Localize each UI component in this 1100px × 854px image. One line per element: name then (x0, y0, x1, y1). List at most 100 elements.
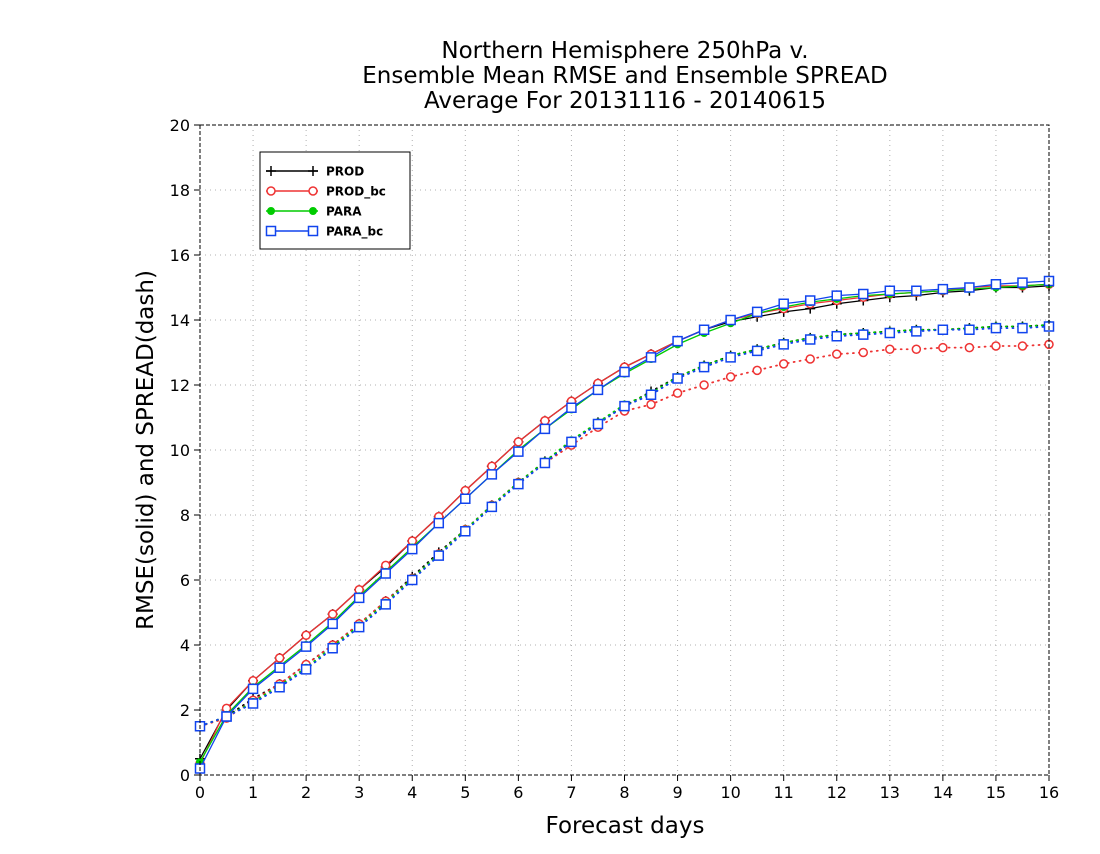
legend-label-prod: PROD (326, 165, 364, 179)
y-tick-label: 14 (170, 311, 190, 330)
para-bc-rmse-point (221, 711, 232, 722)
prod-bc-spread-point (858, 347, 869, 358)
y-tick-label: 20 (170, 116, 190, 135)
para-bc-spread-point (380, 599, 391, 610)
legend-item-prod-bc: PROD_bc (266, 185, 386, 200)
prod-bc-spread-point (646, 399, 656, 410)
prod-bc-spread-point (1017, 341, 1028, 351)
legend-swatch-marker (265, 225, 277, 237)
para-bc-spread-point (592, 418, 604, 430)
legend-item-para: PARA (266, 205, 362, 219)
para-bc-spread-point (884, 327, 896, 339)
x-tick-label: 5 (460, 783, 470, 802)
legend-swatch-marker (308, 166, 318, 176)
para-bc-rmse-point (380, 568, 391, 579)
prod-bc-spread-point (752, 365, 762, 376)
x-tick-label: 11 (774, 783, 794, 802)
para-bc-spread-point (911, 326, 922, 337)
para-bc-spread-point (566, 436, 577, 448)
chart-title-line-1: Northern Hemisphere 250hPa v. (441, 38, 808, 64)
para-bc-rmse-point (937, 283, 949, 295)
prod-bc-spread-point (964, 342, 975, 353)
para-bc-spread-point (698, 361, 710, 373)
para-bc-spread-point (247, 698, 259, 709)
y-tick-label: 8 (180, 506, 190, 525)
x-tick-label: 10 (720, 783, 740, 802)
prod-bc-rmse-point (274, 653, 285, 663)
y-tick-labels: 0 2 4 6 8 10 12 14 16 18 20 (170, 116, 190, 785)
prod-bc-rmse-point (460, 485, 471, 496)
x-tick-labels: 0 1 2 3 4 5 6 7 8 9 10 11 12 13 14 15 16 (195, 783, 1059, 802)
para-bc-rmse-point (672, 335, 683, 347)
para-bc-rmse-point (407, 543, 418, 555)
para-bc-rmse-point (353, 592, 365, 604)
y-tick-label: 12 (170, 376, 190, 395)
prod-bc-spread-line (199, 343, 1050, 728)
y-axis-label: RMSE(solid) and SPREAD(dash) (133, 270, 159, 630)
prod-bc-rmse-point (540, 416, 550, 426)
x-tick-label: 9 (672, 783, 682, 802)
plot-frame (199, 124, 1050, 776)
legend-box (259, 151, 411, 250)
x-tick-label: 8 (619, 783, 629, 802)
legend-swatch-marker (266, 166, 276, 176)
prod-bc-spread-point (832, 349, 842, 359)
legend-swatch-marker (309, 207, 317, 215)
y-tick-label: 10 (170, 441, 190, 460)
para-bc-rmse-point (486, 469, 498, 480)
para-bc-spread-point (1017, 322, 1028, 334)
para-bc-spread-point (486, 501, 498, 513)
para-bc-rmse-point (911, 285, 922, 296)
para-bc-spread-point (725, 352, 736, 363)
para-bc-rmse-point (990, 279, 1002, 290)
legend-swatch-marker (308, 186, 318, 196)
para-bc-rmse-point (247, 683, 259, 695)
para-bc-rmse-point (778, 298, 789, 309)
prod-bc-spread-point (805, 354, 815, 364)
para-bc-rmse-point (645, 352, 657, 363)
para-bc-rmse-point (433, 517, 445, 529)
legend-label-para-bc: PARA_bc (326, 225, 383, 240)
para-bc-rmse-point (831, 290, 842, 301)
x-tick-label: 6 (513, 783, 523, 802)
x-tick-label: 4 (407, 783, 417, 802)
para-bc-spread-point (407, 574, 418, 586)
para-bc-rmse-point (1017, 277, 1028, 288)
prod-bc-spread-point (699, 380, 709, 390)
y-tick-label: 2 (180, 701, 190, 720)
legend-item-prod: PROD (266, 165, 364, 179)
para-bc-spread-point (751, 345, 763, 357)
para-bc-rmse-point (539, 423, 551, 435)
para-bc-spread-point (274, 682, 285, 693)
prod-bc-spread-point (991, 341, 1001, 351)
legend-label-para: PARA (326, 205, 362, 219)
prod-bc-spread-point (938, 342, 948, 353)
x-tick-label: 0 (195, 783, 205, 802)
chart-title: Northern Hemisphere 250hPa v. Ensemble M… (362, 38, 887, 114)
x-tick-label: 16 (1039, 783, 1059, 802)
para-bc-rmse-point (619, 366, 630, 378)
y-tick-label: 4 (180, 636, 190, 655)
prod-bc-spread-point (725, 372, 736, 382)
para-bc-spread-point (645, 389, 657, 400)
legend-label-prod-bc: PROD_bc (326, 185, 386, 200)
para-bc-spread-point (937, 324, 949, 335)
y-tick-label: 6 (180, 571, 190, 590)
para-bc-spread-point (433, 550, 445, 561)
y-tick-label: 16 (170, 246, 190, 265)
x-tick-label: 2 (301, 783, 311, 802)
axis-ticks (194, 124, 1050, 781)
prod-bc-rmse-point (487, 461, 497, 471)
chart-title-line-3: Average For 20131116 - 20140615 (424, 88, 826, 114)
para-bc-spread-point (539, 457, 551, 469)
x-axis-label: Forecast days (546, 813, 705, 839)
para-bc-spread-point (619, 400, 630, 412)
para-bc-rmse-point (964, 282, 975, 293)
prod-bc-rmse-point (513, 437, 524, 447)
para-bc-rmse-point (884, 285, 896, 296)
legend-swatch-marker (266, 186, 276, 196)
para-bc-rmse-point (698, 324, 710, 335)
para-bc-rmse-point (858, 288, 869, 300)
prod-bc-spread-point (911, 344, 922, 354)
